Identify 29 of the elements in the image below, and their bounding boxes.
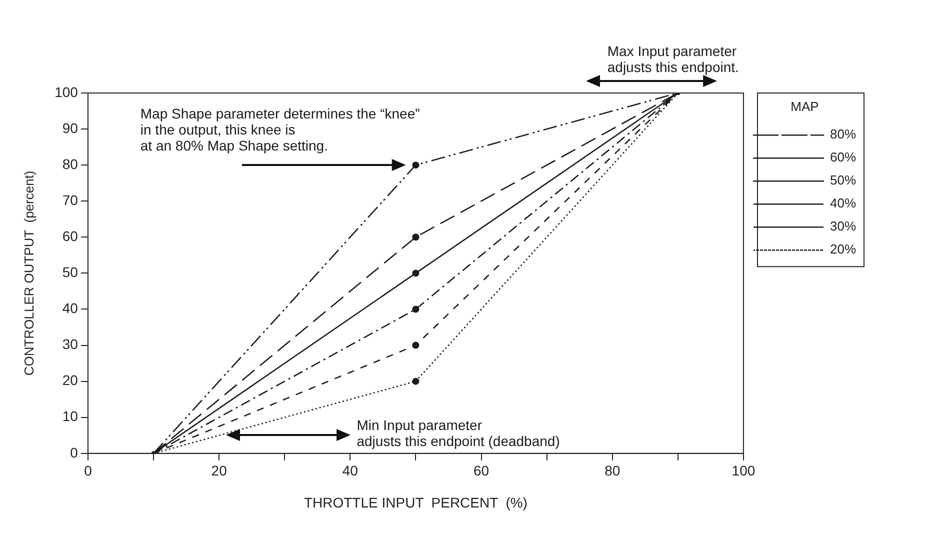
y-tick-label: 80 [62,156,78,172]
text: 20% [830,242,856,257]
annotation: Map Shape parameter determines the “knee” in the output, this knee is at an 80% Map Shape setting. [140,105,420,154]
legend-title: MAP [790,99,819,114]
y-tick-label: 30 [62,336,78,352]
annotation: Min Input parameter adjusts this endpoint (deadband) [356,417,560,450]
x-tick-label: 100 [732,462,756,479]
x-tick-label: 60 [473,462,490,479]
y-tick-label: 50 [62,264,78,280]
text: Max Input parameter adjusts this endpoint. [607,42,739,75]
y-tick-label: 100 [54,84,78,100]
x-tick-label: 40 [342,462,358,479]
y-tick-label: 20 [62,372,78,388]
y-tick-label: 40 [62,300,78,316]
text: 30% [830,218,856,234]
x-tick-label: 0 [84,462,92,479]
y-tick-label: 70 [62,192,78,208]
y-tick-label: 0 [70,444,78,460]
text: 60% [830,150,856,165]
y-tick-label: 60 [62,228,78,244]
x-tick-label: 80 [604,462,620,479]
y-tick-label: 10 [62,408,78,424]
x-tick-label: 20 [211,462,228,479]
y-axis-title: CONTROLLER OUTPUT (percent) [21,170,36,376]
text: 40% [830,196,856,211]
text: 50% [830,172,856,188]
text: 80% [830,126,856,142]
y-tick-label: 90 [62,120,78,136]
x-axis-title: THROTTLE INPUT PERCENT (%) [304,494,528,510]
